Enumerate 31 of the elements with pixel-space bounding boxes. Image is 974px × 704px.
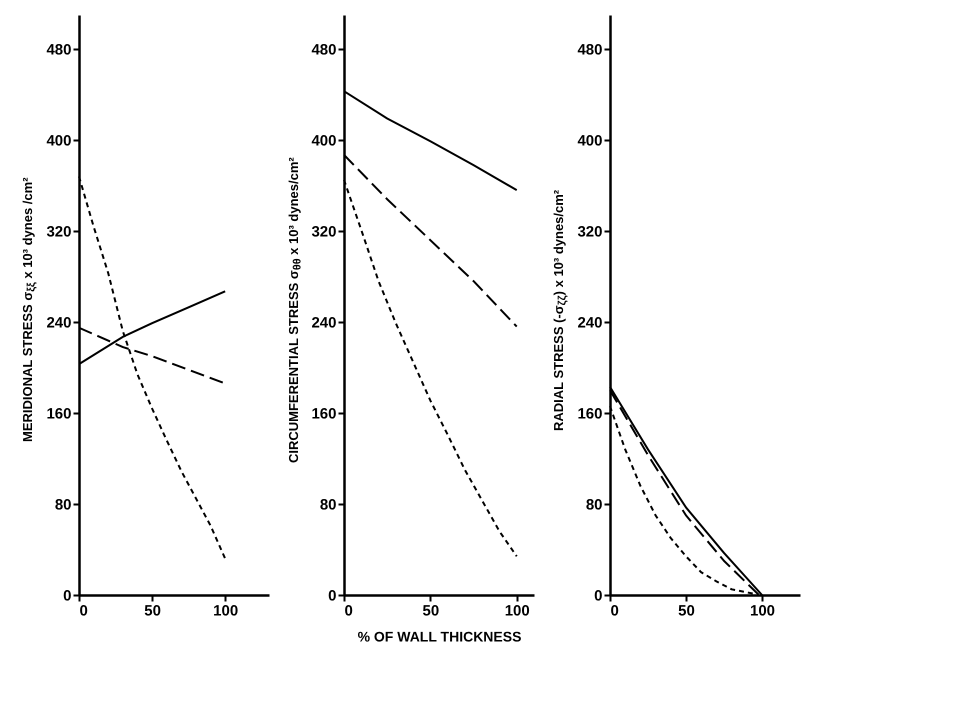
- x-tick-label: 0: [610, 602, 619, 620]
- y-tick-label: 160: [46, 406, 72, 423]
- x-tick-label: 0: [344, 602, 354, 620]
- y-tick-label: 400: [46, 132, 72, 150]
- x-tick-label: 50: [678, 602, 695, 620]
- y-tick-label: 480: [577, 42, 602, 59]
- x-tick-label: 100: [504, 602, 530, 620]
- x-tick-label: 0: [79, 602, 88, 620]
- y-tick-label: 160: [577, 406, 602, 423]
- y-tick-label: 400: [312, 132, 337, 150]
- y-tick-label: 0: [62, 588, 72, 604]
- x-tick-label: 100: [212, 602, 238, 620]
- x-tick-label: 50: [422, 602, 440, 620]
- y-tick-label: 160: [312, 406, 337, 423]
- y-tick-label: 0: [594, 588, 602, 604]
- y-tick-label: 320: [312, 224, 337, 241]
- y-tick-label: 400: [577, 132, 602, 150]
- y-tick-label: 480: [312, 42, 337, 59]
- y-tick-label: 80: [54, 496, 72, 514]
- y-tick-label: 0: [328, 588, 337, 604]
- y-tick-label: 80: [586, 496, 602, 514]
- x-tick-label: 50: [144, 602, 161, 620]
- x-axis-title: % OF WALL THICKNESS: [358, 628, 522, 644]
- y-tick-label: 80: [320, 496, 337, 514]
- y-tick-label: 240: [46, 314, 72, 332]
- x-tick-label: 100: [750, 602, 775, 620]
- y-tick-label: 240: [312, 314, 337, 332]
- y-tick-label: 320: [577, 224, 602, 241]
- y-tick-label: 320: [46, 224, 72, 241]
- y-tick-label: 240: [577, 314, 602, 332]
- y-tick-label: 480: [46, 42, 72, 59]
